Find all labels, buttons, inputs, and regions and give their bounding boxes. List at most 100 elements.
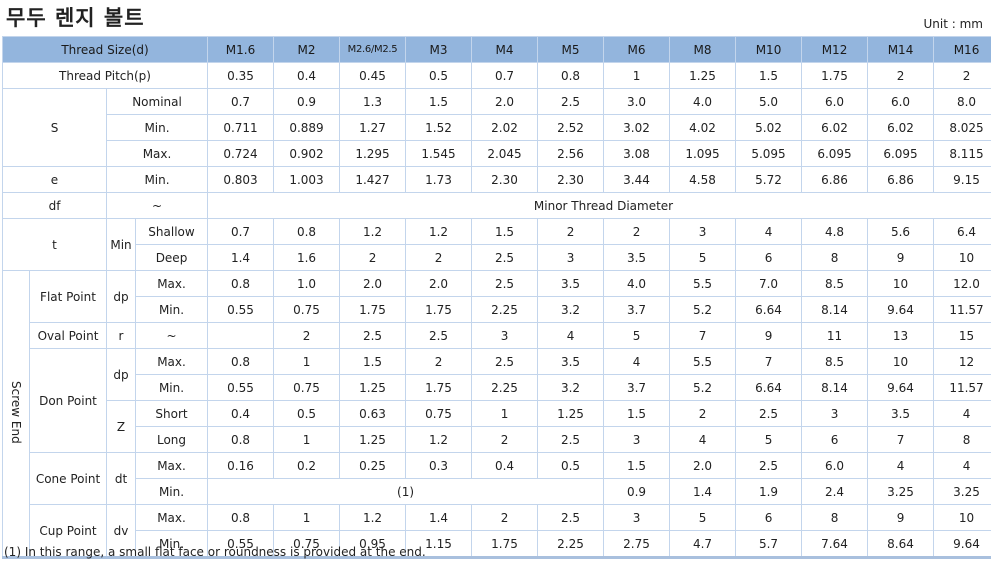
- header-row: Thread Size(d) M1.6 M2 M2.6/M2.5 M3 M4 M5 M6 M8…: [1, 36, 991, 63]
- value-cell: 3: [669, 218, 737, 245]
- value-cell: 0.9: [273, 88, 341, 115]
- value-cell: 6.095: [801, 140, 869, 167]
- table-row: Min. 0.55 0.75 1.75 1.75 2.25 3.2 3.7 5.2 6.64 8.…: [3, 296, 991, 323]
- tilde-label: ~: [105, 192, 209, 219]
- value-cell: 3: [603, 504, 671, 531]
- value-cell: 10: [867, 348, 935, 375]
- value-cell: 7.0: [735, 270, 803, 297]
- value-cell: 0.3: [405, 452, 473, 479]
- value-cell: 0.8: [207, 348, 275, 375]
- unit-label: Unit : mm: [923, 17, 983, 31]
- thread-size-label: Thread Size(d): [1, 36, 209, 63]
- value-cell: 3: [537, 244, 605, 271]
- value-cell: 2.5: [537, 88, 605, 115]
- page-title: 무두 렌지 볼트: [6, 6, 145, 30]
- value-cell: 10: [867, 270, 935, 297]
- value-cell: 3.02: [603, 114, 671, 141]
- value-cell: 3.5: [537, 348, 605, 375]
- value-cell: 2.0: [405, 270, 473, 297]
- value-cell: 4: [735, 218, 803, 245]
- t-min-label: Min: [106, 218, 136, 271]
- value-cell: 1.4: [669, 478, 737, 505]
- value-cell: 4.8: [801, 218, 869, 245]
- min-label: Min.: [105, 114, 209, 141]
- value-cell: 2: [273, 322, 341, 349]
- table-row: Min. (1) 0.9 1.4 1.9 2.4 3.25 3.25: [3, 478, 991, 505]
- value-cell: 6.64: [735, 374, 803, 401]
- value-cell: 1.5: [339, 348, 407, 375]
- tilde-label: ~: [134, 322, 209, 349]
- value-cell: 1.52: [405, 114, 473, 141]
- value-cell: 2.045: [471, 140, 539, 167]
- value-cell: 0.4: [207, 400, 275, 427]
- value-cell: 5.2: [669, 296, 737, 323]
- e-label: e: [2, 166, 107, 193]
- value-cell: 6.86: [867, 166, 935, 193]
- value-cell: 0.25: [339, 452, 407, 479]
- value-cell: 5.2: [669, 374, 737, 401]
- value-cell: 4: [669, 426, 737, 453]
- size-cell: M4: [471, 36, 539, 63]
- value-cell: 0.5: [273, 400, 341, 427]
- value-cell: 3.5: [537, 270, 605, 297]
- value-cell: 2: [405, 348, 473, 375]
- value-cell: 2.5: [735, 452, 803, 479]
- table-row: Min. 0.55 0.75 0.95 1.15 1.75 2.25 2.75 4.7 5.7 7…: [3, 530, 991, 558]
- value-cell: 1: [273, 504, 341, 531]
- value-cell: 3.25: [867, 478, 935, 505]
- df-label: df: [2, 192, 107, 219]
- table-row: Cone Point dt Max. 0.16 0.2 0.25 0.3 0.4 0.5 1…: [3, 452, 991, 505]
- value-cell: 2.0: [339, 270, 407, 297]
- value-cell: 1.75: [801, 62, 869, 89]
- value-cell: 1.75: [405, 296, 473, 323]
- value-cell: 5.5: [669, 270, 737, 297]
- value-cell: 4.0: [669, 88, 737, 115]
- value-cell: 2: [471, 426, 539, 453]
- table-row: Cup Point dv Max. 0.8 1 1.2 1.4 2 2.5 3 5 6 8 9 10: [3, 504, 991, 558]
- min-label: Min.: [134, 530, 209, 558]
- value-cell: 0.75: [273, 374, 341, 401]
- value-cell: 1.2: [339, 504, 407, 531]
- value-cell: 0.75: [273, 296, 341, 323]
- value-cell: 5.02: [735, 114, 803, 141]
- value-cell: 6.0: [867, 88, 935, 115]
- value-cell: 1.27: [339, 114, 407, 141]
- value-cell: 0.55: [207, 530, 275, 558]
- value-cell: 0.55: [207, 296, 275, 323]
- value-cell: 6.0: [801, 88, 869, 115]
- min-label: Min.: [134, 296, 209, 323]
- value-cell: 2.25: [537, 530, 605, 558]
- value-cell: 2.0: [471, 88, 539, 115]
- t-label: t: [2, 218, 107, 271]
- min-label: Min.: [105, 166, 209, 193]
- value-cell: 4.58: [669, 166, 737, 193]
- value-cell: 2.5: [471, 244, 539, 271]
- footnote: (1) In this range, a small flat face or …: [4, 545, 426, 559]
- value-cell: 1.295: [339, 140, 407, 167]
- value-cell: 1.25: [669, 62, 737, 89]
- value-cell: 2.0: [669, 452, 737, 479]
- value-cell: 9: [867, 504, 935, 531]
- value-cell: 3: [801, 400, 869, 427]
- dp-label: dp: [106, 348, 136, 401]
- value-cell: 0.803: [207, 166, 275, 193]
- value-cell: 0.35: [207, 62, 275, 89]
- value-cell: 12.0: [933, 270, 991, 297]
- value-cell: 1: [273, 348, 341, 375]
- value-cell: 8.025: [933, 114, 991, 141]
- value-cell: 6.86: [801, 166, 869, 193]
- value-cell: 1: [273, 426, 341, 453]
- value-cell: 1.25: [339, 374, 407, 401]
- value-cell: 4.02: [669, 114, 737, 141]
- value-cell: 7: [867, 426, 935, 453]
- value-cell: 0.5: [537, 452, 605, 479]
- value-cell: 4: [603, 348, 671, 375]
- value-cell: 0.55: [207, 374, 275, 401]
- value-cell: 2.5: [537, 504, 605, 531]
- value-cell: 2.25: [471, 296, 539, 323]
- value-cell: 5: [669, 504, 737, 531]
- value-cell: 1.25: [339, 426, 407, 453]
- value-cell: 8: [933, 426, 991, 453]
- value-cell: 5: [603, 322, 671, 349]
- table-row: Oval Point r ~ 2 2.5 2.5 3 4 5 7 9 11 13 15: [3, 322, 991, 349]
